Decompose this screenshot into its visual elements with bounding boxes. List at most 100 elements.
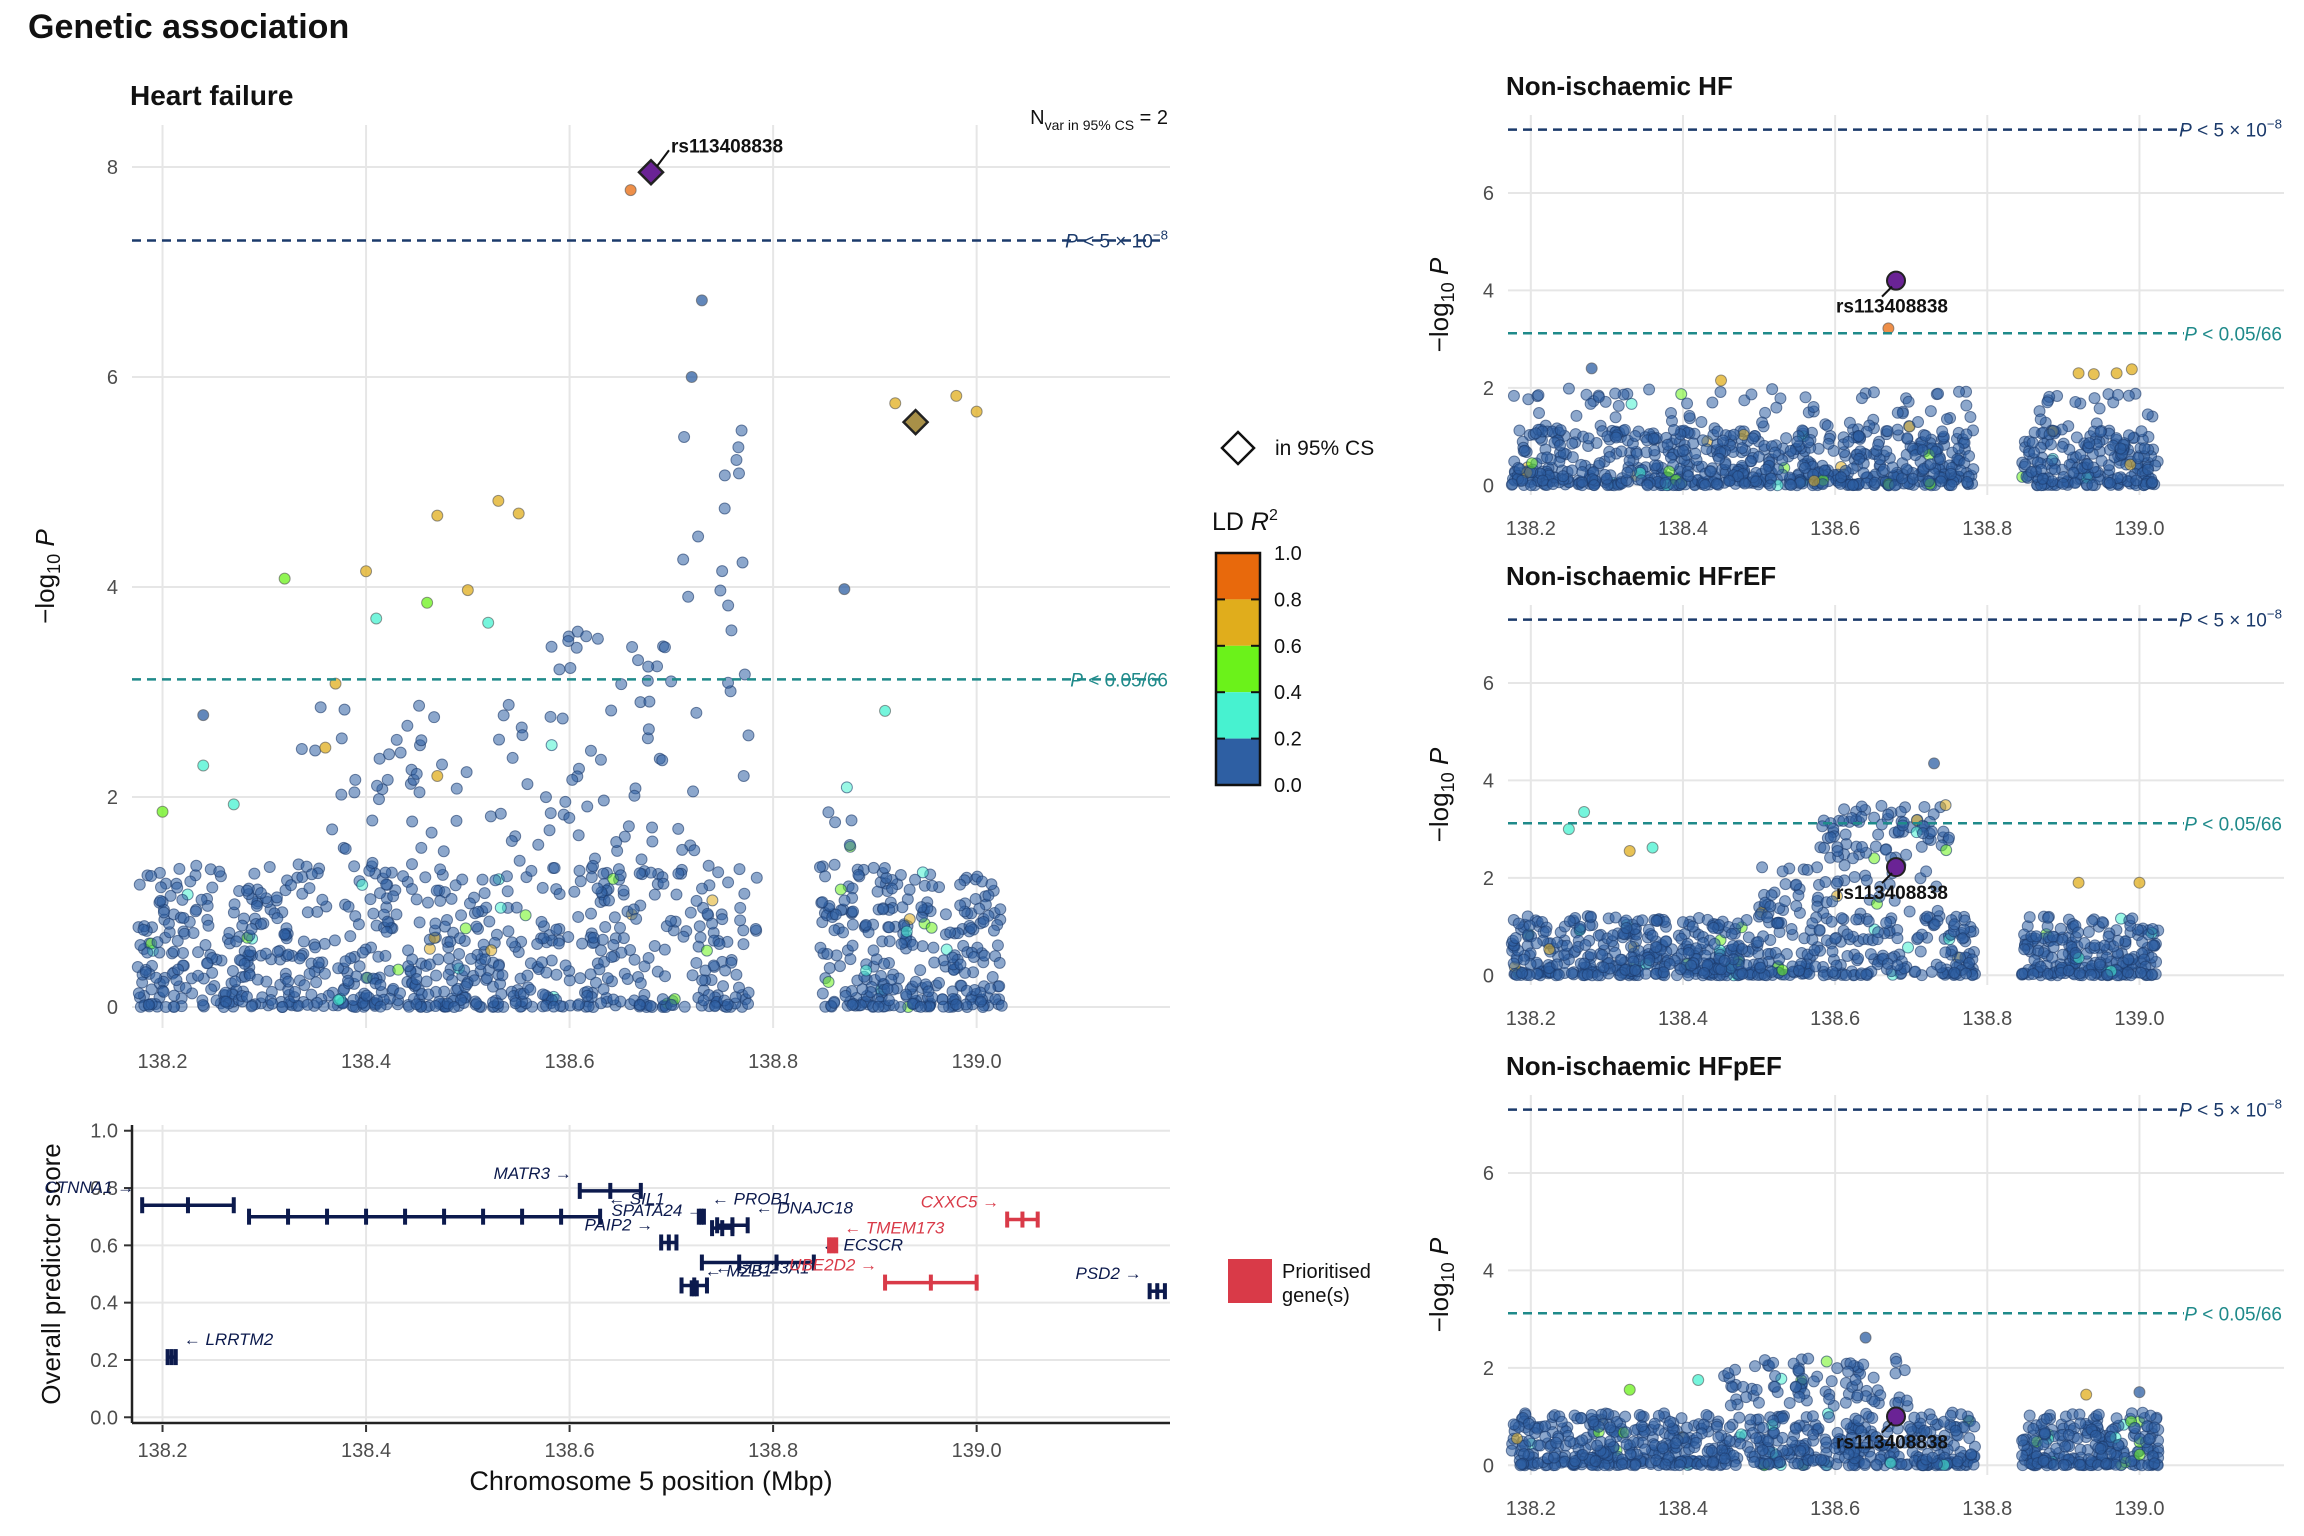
x-tick-label: 138.6: [1810, 1008, 1860, 1030]
snp-point: [822, 975, 835, 988]
snp-point: [470, 997, 483, 1010]
snp-point: [1696, 434, 1709, 447]
snp-point: [171, 934, 184, 947]
legend-ld-swatch: [1216, 738, 1260, 785]
snp-point: [397, 870, 410, 883]
gene-exon: [638, 1182, 643, 1199]
panel-title: Non-ischaemic HFpEF: [1506, 1051, 1782, 1081]
snp-point: [1825, 1375, 1838, 1388]
snp-point: [309, 744, 322, 757]
snp-point: [1843, 416, 1856, 429]
snp-point: [2026, 436, 2039, 449]
snp-point: [176, 893, 189, 906]
snp-point: [1807, 1428, 1820, 1441]
snp-point: [2133, 1448, 2146, 1461]
snp-point: [1764, 479, 1777, 492]
snp-point: [496, 969, 509, 982]
snp-point: [883, 935, 896, 948]
snp-point: [176, 947, 189, 960]
snp-point: [478, 887, 491, 900]
snp-point: [443, 952, 456, 965]
snp-point: [886, 882, 899, 895]
snp-point: [370, 612, 383, 625]
snp-point: [586, 859, 599, 872]
snp-point: [635, 853, 648, 866]
snp-point: [1532, 389, 1545, 402]
snp-point: [1940, 844, 1953, 857]
snp-point: [563, 811, 576, 824]
snp-point: [168, 989, 181, 1002]
x-tick-label: 138.8: [748, 1440, 798, 1462]
snp-point: [2098, 939, 2111, 952]
snp-point: [632, 654, 645, 667]
snp-point: [1779, 895, 1792, 908]
snp-point: [646, 821, 659, 834]
snp-point: [844, 953, 857, 966]
snp-point: [1881, 425, 1894, 438]
snp-point: [738, 887, 751, 900]
snp-point: [413, 916, 426, 929]
snp-point: [2070, 431, 2083, 444]
snp-point: [492, 494, 505, 507]
snp-point: [1838, 803, 1851, 816]
snp-point: [1926, 1451, 1939, 1464]
snp-point: [1727, 428, 1740, 441]
snp-point: [1906, 472, 1919, 485]
snp-point: [737, 938, 750, 951]
snp-point: [1511, 1432, 1524, 1445]
snp-point: [954, 878, 967, 891]
snp-point: [1936, 425, 1949, 438]
gene-exon: [928, 1274, 933, 1291]
snp-point: [151, 936, 164, 949]
snp-point: [139, 966, 152, 979]
snp-point: [472, 905, 485, 918]
x-tick-label: 138.4: [1658, 1498, 1708, 1520]
snp-point: [2034, 413, 2047, 426]
lead-snp-leader: [1881, 285, 1893, 298]
panel-title: Heart failure: [130, 80, 293, 111]
snp-point: [1908, 1411, 1921, 1424]
snp-point: [1901, 432, 1914, 445]
x-tick-label: 138.6: [545, 1440, 595, 1462]
gene-exon: [520, 1208, 525, 1225]
snp-point: [2146, 939, 2159, 952]
snp-point: [1656, 1442, 1669, 1455]
gene-exon: [659, 1234, 664, 1251]
snp-point: [1912, 931, 1925, 944]
snp-point: [238, 957, 251, 970]
snp-point: [906, 938, 919, 951]
snp-point: [547, 1000, 560, 1013]
snp-point: [2103, 476, 2116, 489]
snp-point: [970, 405, 983, 418]
x-tick-label: 139.0: [2114, 518, 2164, 540]
snp-point: [630, 912, 643, 925]
snp-point: [1839, 1396, 1852, 1409]
snp-point: [550, 923, 563, 936]
snp-point: [289, 985, 302, 998]
snp-point: [2018, 943, 2031, 956]
snp-point: [497, 709, 510, 722]
snp-point: [223, 926, 236, 939]
snp-point: [245, 1000, 258, 1013]
snp-point: [513, 854, 526, 867]
snp-point: [1748, 1456, 1761, 1469]
gene-exon: [481, 1208, 486, 1225]
snp-point: [381, 773, 394, 786]
snp-point: [301, 998, 314, 1011]
gene-exon: [694, 1280, 699, 1297]
snp-point: [1589, 1455, 1602, 1468]
snp-point: [1584, 910, 1597, 923]
snp-point: [1708, 937, 1721, 950]
snp-point: [874, 969, 887, 982]
snp-point: [954, 958, 967, 971]
snp-point: [995, 999, 1008, 1012]
y-tick-label: 4: [1483, 770, 1494, 792]
snp-point: [1837, 814, 1850, 827]
snp-point: [737, 924, 750, 937]
snp-point: [615, 946, 628, 959]
snp-point: [1692, 1374, 1705, 1386]
snp-point: [658, 943, 671, 956]
snp-point: [1525, 457, 1538, 470]
snp-point: [615, 678, 628, 691]
snp-point: [1522, 1417, 1535, 1430]
